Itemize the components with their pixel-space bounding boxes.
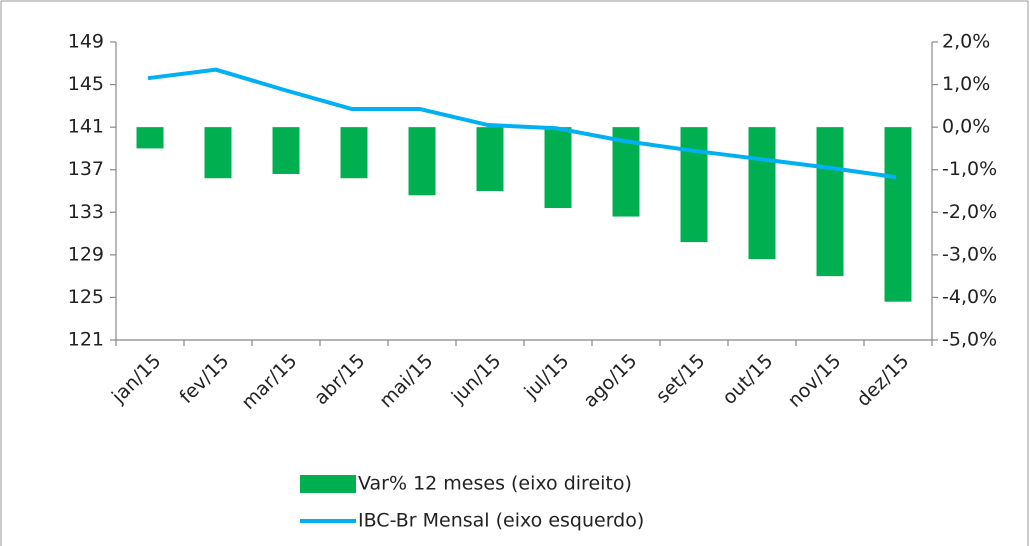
legend-label: Var% 12 meses (eixo direito) [358,473,632,495]
y-tick-label: 141 [68,116,104,138]
bar [136,127,164,149]
bar [544,127,572,209]
x-tick-label: dez/15 [852,350,913,411]
bar [884,127,912,302]
y2-tick-label: -5,0% [942,329,997,351]
x-tick-label: mai/15 [375,350,437,412]
legend-label: IBC-Br Mensal (eixo esquerdo) [358,510,644,532]
y-tick-label: 145 [68,73,104,95]
bar [340,127,368,179]
x-tick-label: jan/15 [107,350,165,408]
bar [408,127,436,196]
x-tick-label: out/15 [718,350,777,409]
bar [476,127,504,191]
y2-tick-label: -1,0% [942,158,997,180]
legend-swatch [300,475,356,493]
y-tick-label: 149 [68,31,104,53]
y2-tick-label: -4,0% [942,286,997,308]
bar [748,127,776,260]
x-tick-label: mar/15 [237,350,301,414]
y2-tick-label: 2,0% [942,31,990,53]
y2-tick-label: -2,0% [942,201,997,223]
bar [204,127,232,179]
bar [680,127,708,243]
bar [816,127,844,277]
y2-tick-label: 1,0% [942,73,990,95]
x-tick-label: ago/15 [579,350,641,412]
y-tick-label: 133 [68,201,104,223]
x-tick-label: set/15 [652,350,710,408]
bar [272,127,300,174]
y2-tick-label: -3,0% [942,243,997,265]
x-tick-label: fev/15 [175,350,233,408]
x-tick-label: abr/15 [310,350,369,409]
line [147,67,897,180]
x-tick-label: jun/15 [447,350,506,409]
y-tick-label: 137 [68,158,104,180]
x-tick-label: jul/15 [520,350,574,404]
y-tick-label: 125 [68,286,104,308]
y-tick-label: 129 [68,243,104,265]
y-tick-label: 121 [68,329,104,351]
x-tick-label: nov/15 [784,350,846,412]
y2-tick-label: 0,0% [942,116,990,138]
